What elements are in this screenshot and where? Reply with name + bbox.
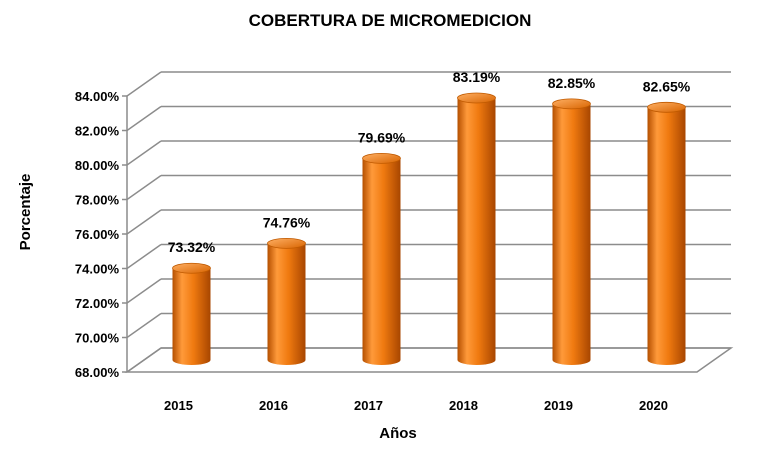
bar-cap: [552, 98, 591, 110]
y-tick-label: 80.00%: [75, 158, 120, 173]
gridline-side: [126, 312, 162, 339]
gridline-side: [126, 105, 162, 132]
gridline-side: [126, 174, 162, 201]
data-label: 73.32%: [168, 239, 216, 255]
bar-body: [362, 158, 401, 365]
data-label: 79.69%: [358, 129, 406, 145]
y-axis-label: Porcentaje: [17, 174, 34, 251]
bar-2015: 73.32%: [168, 239, 216, 365]
bar-cap: [457, 92, 496, 104]
y-tick-label: 74.00%: [75, 262, 120, 277]
y-axis: 68.00% 70.00% 72.00% 74.00% 76.00% 78.00% 80.0…: [75, 89, 128, 380]
data-label: 82.85%: [548, 75, 596, 91]
data-label: 82.65%: [643, 78, 691, 94]
x-tick-label: 2020: [639, 398, 668, 413]
gridline-side: [126, 243, 162, 270]
y-tick-label: 78.00%: [75, 193, 120, 208]
y-tick-label: 82.00%: [75, 124, 120, 139]
bar-2016: 74.76%: [263, 214, 311, 365]
bar-2018: 83.19%: [453, 69, 501, 365]
x-tick-label: 2017: [354, 398, 383, 413]
y-tick-label: 72.00%: [75, 296, 120, 311]
y-tick-label: 70.00%: [75, 331, 120, 346]
chart-title: COBERTURA DE MICROMEDICION: [249, 11, 532, 30]
bar-body: [552, 103, 591, 366]
x-axis: 2015 2016 2017 2018 2019 2020: [164, 398, 668, 413]
bar-cap: [647, 101, 686, 113]
data-label: 83.19%: [453, 69, 501, 85]
y-tick-label: 84.00%: [75, 89, 120, 104]
x-tick-label: 2016: [259, 398, 288, 413]
x-tick-label: 2018: [449, 398, 478, 413]
bar-2020: 82.65%: [643, 78, 691, 365]
bar-cap: [267, 237, 306, 249]
gridline-side: [126, 347, 162, 373]
chart-floor: [124, 347, 734, 373]
y-tick-label: 68.00%: [75, 365, 120, 380]
x-tick-label: 2015: [164, 398, 193, 413]
bar-2019: 82.85%: [548, 75, 596, 366]
y-tick-label: 76.00%: [75, 227, 120, 242]
bars: 73.32% 74.76% 79.69% 83.19% 82.85% 82.65%: [168, 69, 691, 366]
gridline-side: [126, 71, 162, 97]
gridline-side: [126, 278, 162, 304]
bar-body: [647, 107, 686, 365]
bar-body: [457, 97, 496, 365]
bar-2017: 79.69%: [358, 129, 406, 365]
x-tick-label: 2019: [544, 398, 573, 413]
bar-body: [172, 268, 211, 365]
gridline-side: [126, 209, 162, 235]
plot-area: [124, 71, 734, 373]
gridline-side: [126, 140, 162, 166]
x-axis-label: Años: [379, 425, 417, 442]
bar-cap: [172, 262, 211, 274]
bar-cap: [362, 152, 401, 164]
data-label: 74.76%: [263, 214, 311, 230]
bar-body: [267, 243, 306, 365]
